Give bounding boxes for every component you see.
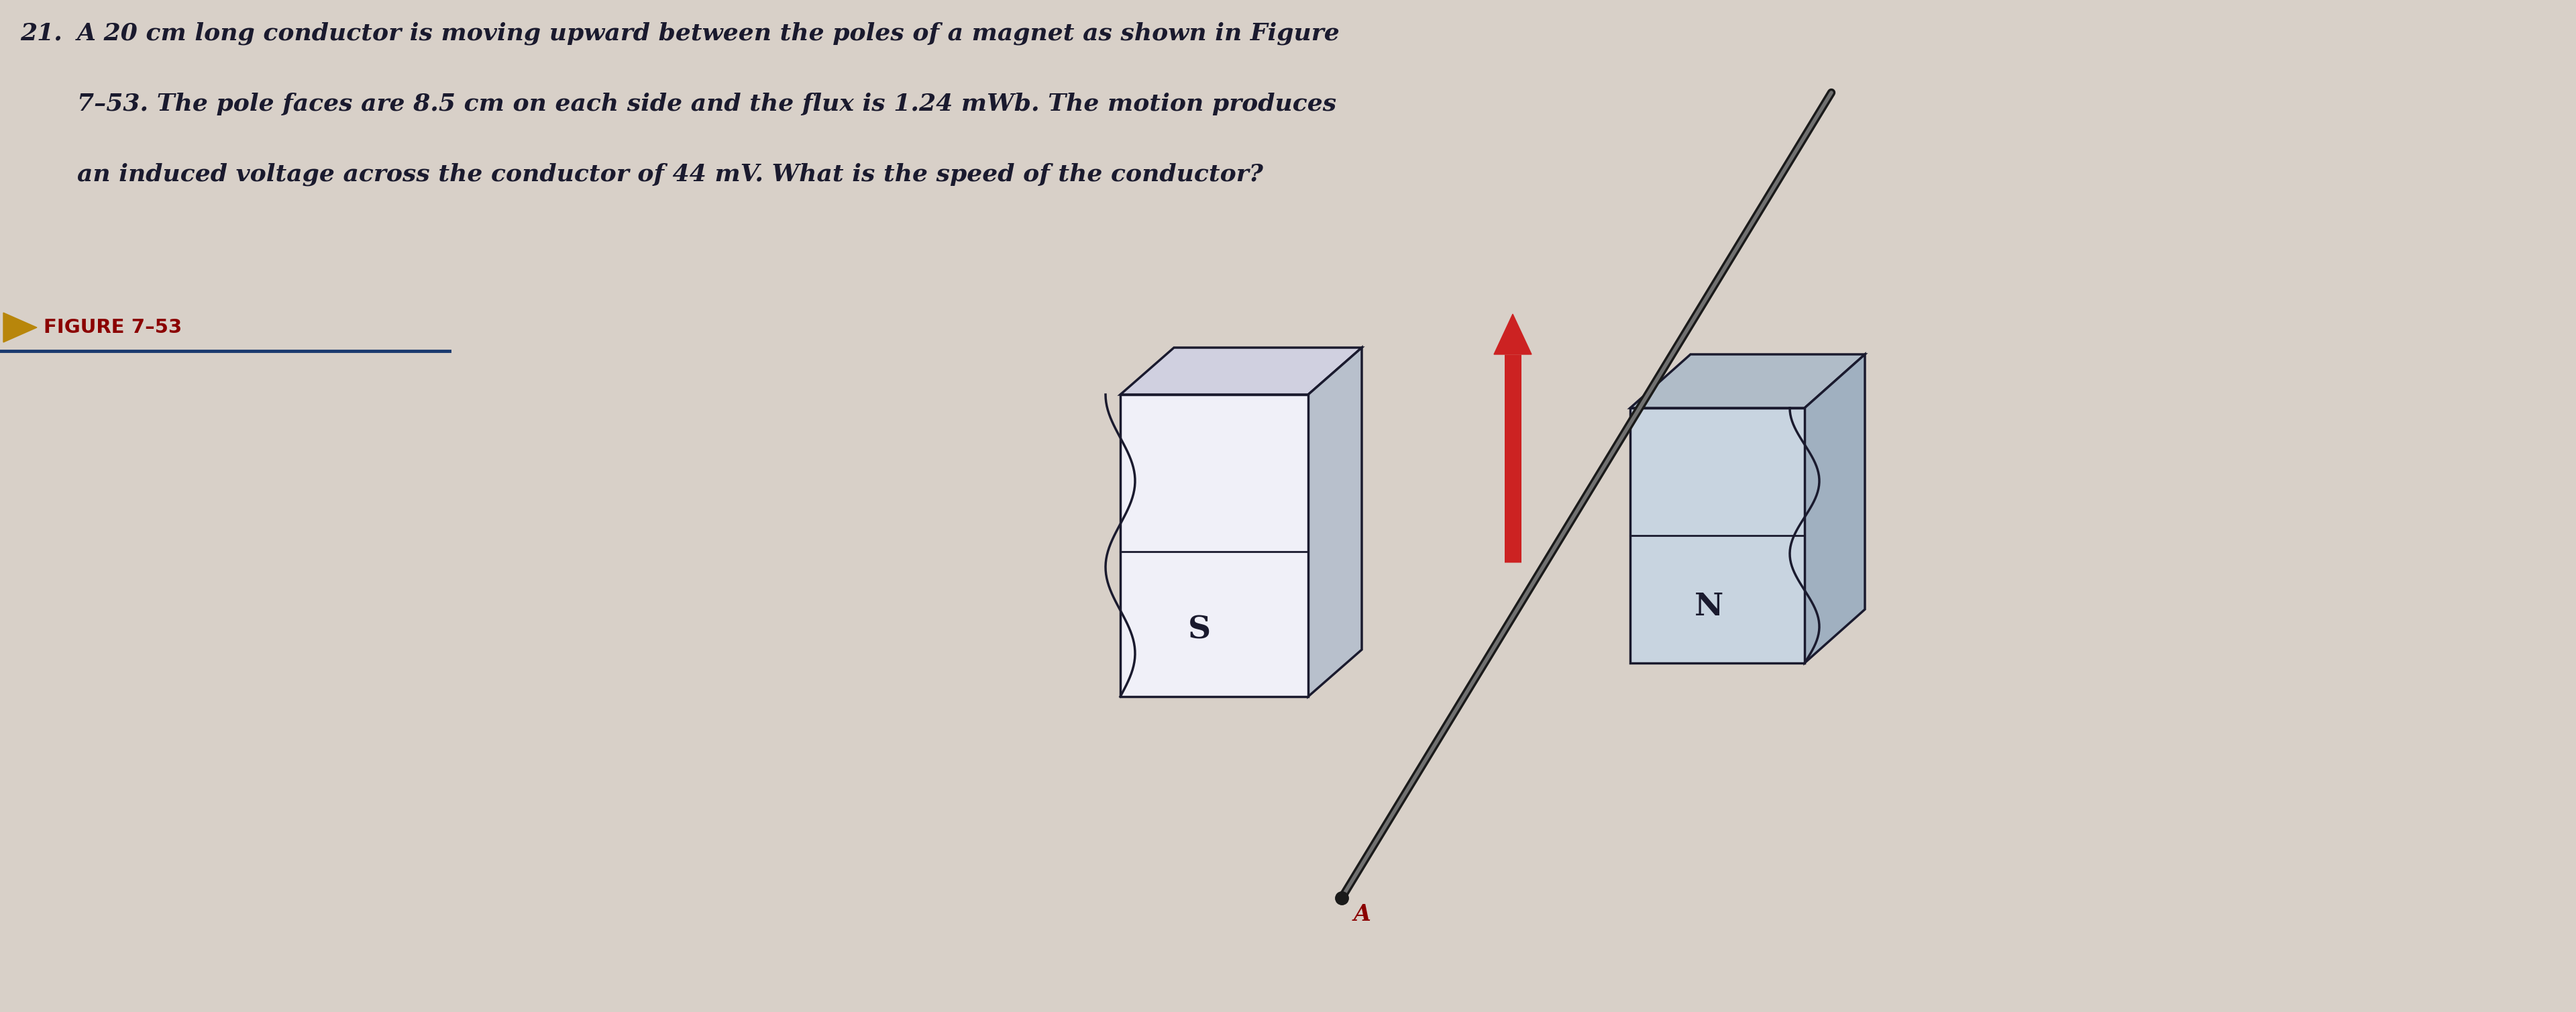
Text: 7–53. The pole faces are 8.5 cm on each side and the flux is 1.24 mWb. The motio: 7–53. The pole faces are 8.5 cm on each …	[77, 93, 1337, 115]
Polygon shape	[1309, 348, 1363, 696]
Text: S: S	[1188, 614, 1211, 646]
Polygon shape	[1121, 395, 1309, 696]
Polygon shape	[1121, 348, 1363, 395]
Text: 21.: 21.	[21, 22, 62, 45]
Polygon shape	[1494, 314, 1533, 354]
Text: an induced voltage across the conductor of 44 mV. What is the speed of the condu: an induced voltage across the conductor …	[77, 163, 1262, 186]
Text: N: N	[1695, 591, 1723, 622]
Polygon shape	[1806, 354, 1865, 663]
Polygon shape	[1631, 408, 1806, 663]
Text: FIGURE 7–53: FIGURE 7–53	[44, 318, 183, 337]
Polygon shape	[1631, 354, 1865, 408]
Text: A 20 cm long conductor is moving upward between the poles of a magnet as shown i: A 20 cm long conductor is moving upward …	[77, 22, 1340, 46]
Text: A: A	[1355, 904, 1370, 925]
Polygon shape	[3, 313, 36, 342]
